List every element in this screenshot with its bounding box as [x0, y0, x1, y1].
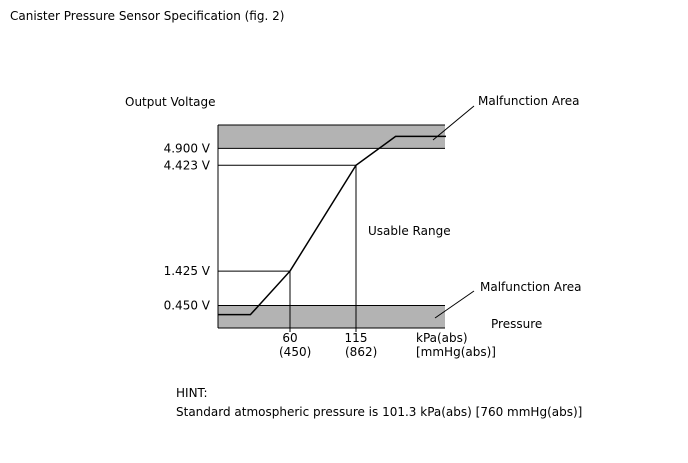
x-tick-sublabel: (862)	[345, 345, 377, 359]
page-title: Canister Pressure Sensor Specification (…	[10, 9, 284, 23]
x-unit-label: [mmHg(abs)]	[416, 345, 496, 359]
x-tick-sublabel: (450)	[279, 345, 311, 359]
y-tick-label: 4.900 V	[164, 141, 211, 155]
guide-line	[218, 164, 357, 328]
y-axis-label: Output Voltage	[125, 95, 216, 109]
usable-range-label: Usable Range	[368, 224, 451, 238]
hint-label: HINT:	[176, 386, 208, 400]
y-tick-label: 0.450 V	[164, 299, 211, 313]
malfunction-band-lower	[218, 305, 445, 328]
series-line	[218, 135, 446, 316]
x-unit-label: kPa(abs)	[416, 331, 468, 345]
malfunction-area-label: Malfunction Area	[480, 280, 582, 294]
x-tick-label: 60	[282, 331, 297, 345]
y-tick-label: 1.425 V	[164, 264, 211, 278]
x-tick-label: 115	[345, 331, 368, 345]
y-tick-label: 4.423 V	[164, 158, 211, 172]
callout-line	[434, 290, 475, 319]
malfunction-area-label: Malfunction Area	[478, 94, 580, 108]
x-axis-label: Pressure	[491, 317, 542, 331]
callout-line	[432, 105, 475, 141]
hint-text: Standard atmospheric pressure is 101.3 k…	[176, 405, 582, 419]
